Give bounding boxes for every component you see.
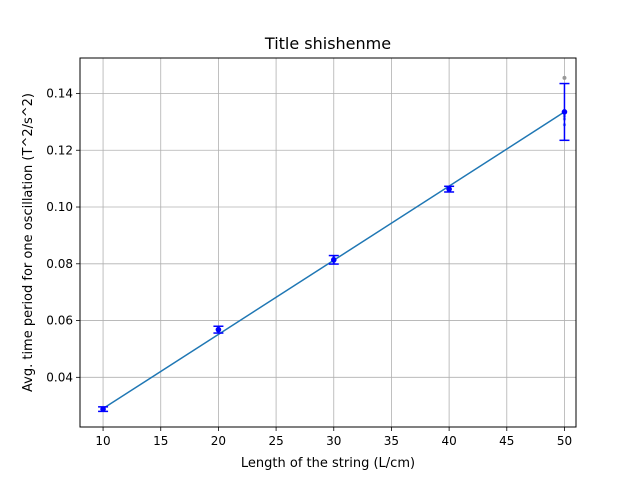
mean-point	[100, 406, 106, 412]
x-tick-label: 45	[499, 434, 514, 448]
x-tick-label: 15	[153, 434, 168, 448]
y-axis: 0.04 0.06 0.08 0.10 0.12 0.14	[46, 86, 80, 384]
mean-point	[561, 109, 568, 115]
mean-point	[446, 186, 452, 192]
plot-frame	[79, 57, 577, 428]
y-tick-label: 0.10	[46, 200, 73, 214]
y-axis-label: Avg. time period for one oscillation (T^…	[21, 93, 36, 392]
x-tick-label: 50	[557, 434, 572, 448]
mean-point	[330, 257, 337, 263]
mean-point	[215, 326, 222, 333]
x-tick-label: 30	[326, 434, 341, 448]
x-tick-label: 40	[441, 434, 456, 448]
y-tick-label: 0.14	[46, 86, 73, 100]
grid	[80, 58, 576, 427]
x-tick-label: 10	[95, 434, 110, 448]
y-tick-label: 0.08	[46, 257, 73, 271]
y-tick-label: 0.04	[46, 370, 73, 384]
y-tick-label: 0.12	[46, 143, 73, 157]
chart-title: Title shishenme	[264, 34, 391, 53]
y-tick-label: 0.06	[46, 314, 73, 328]
x-tick-label: 35	[384, 434, 399, 448]
x-axis-label: Length of the string (L/cm)	[241, 456, 415, 471]
outlier-point	[562, 75, 567, 80]
x-tick-label: 25	[268, 434, 283, 448]
mean-points-group	[100, 109, 568, 412]
x-tick-label: 20	[211, 434, 226, 448]
x-axis: 10 15 20 25 30 35 40 45 50	[95, 427, 572, 448]
